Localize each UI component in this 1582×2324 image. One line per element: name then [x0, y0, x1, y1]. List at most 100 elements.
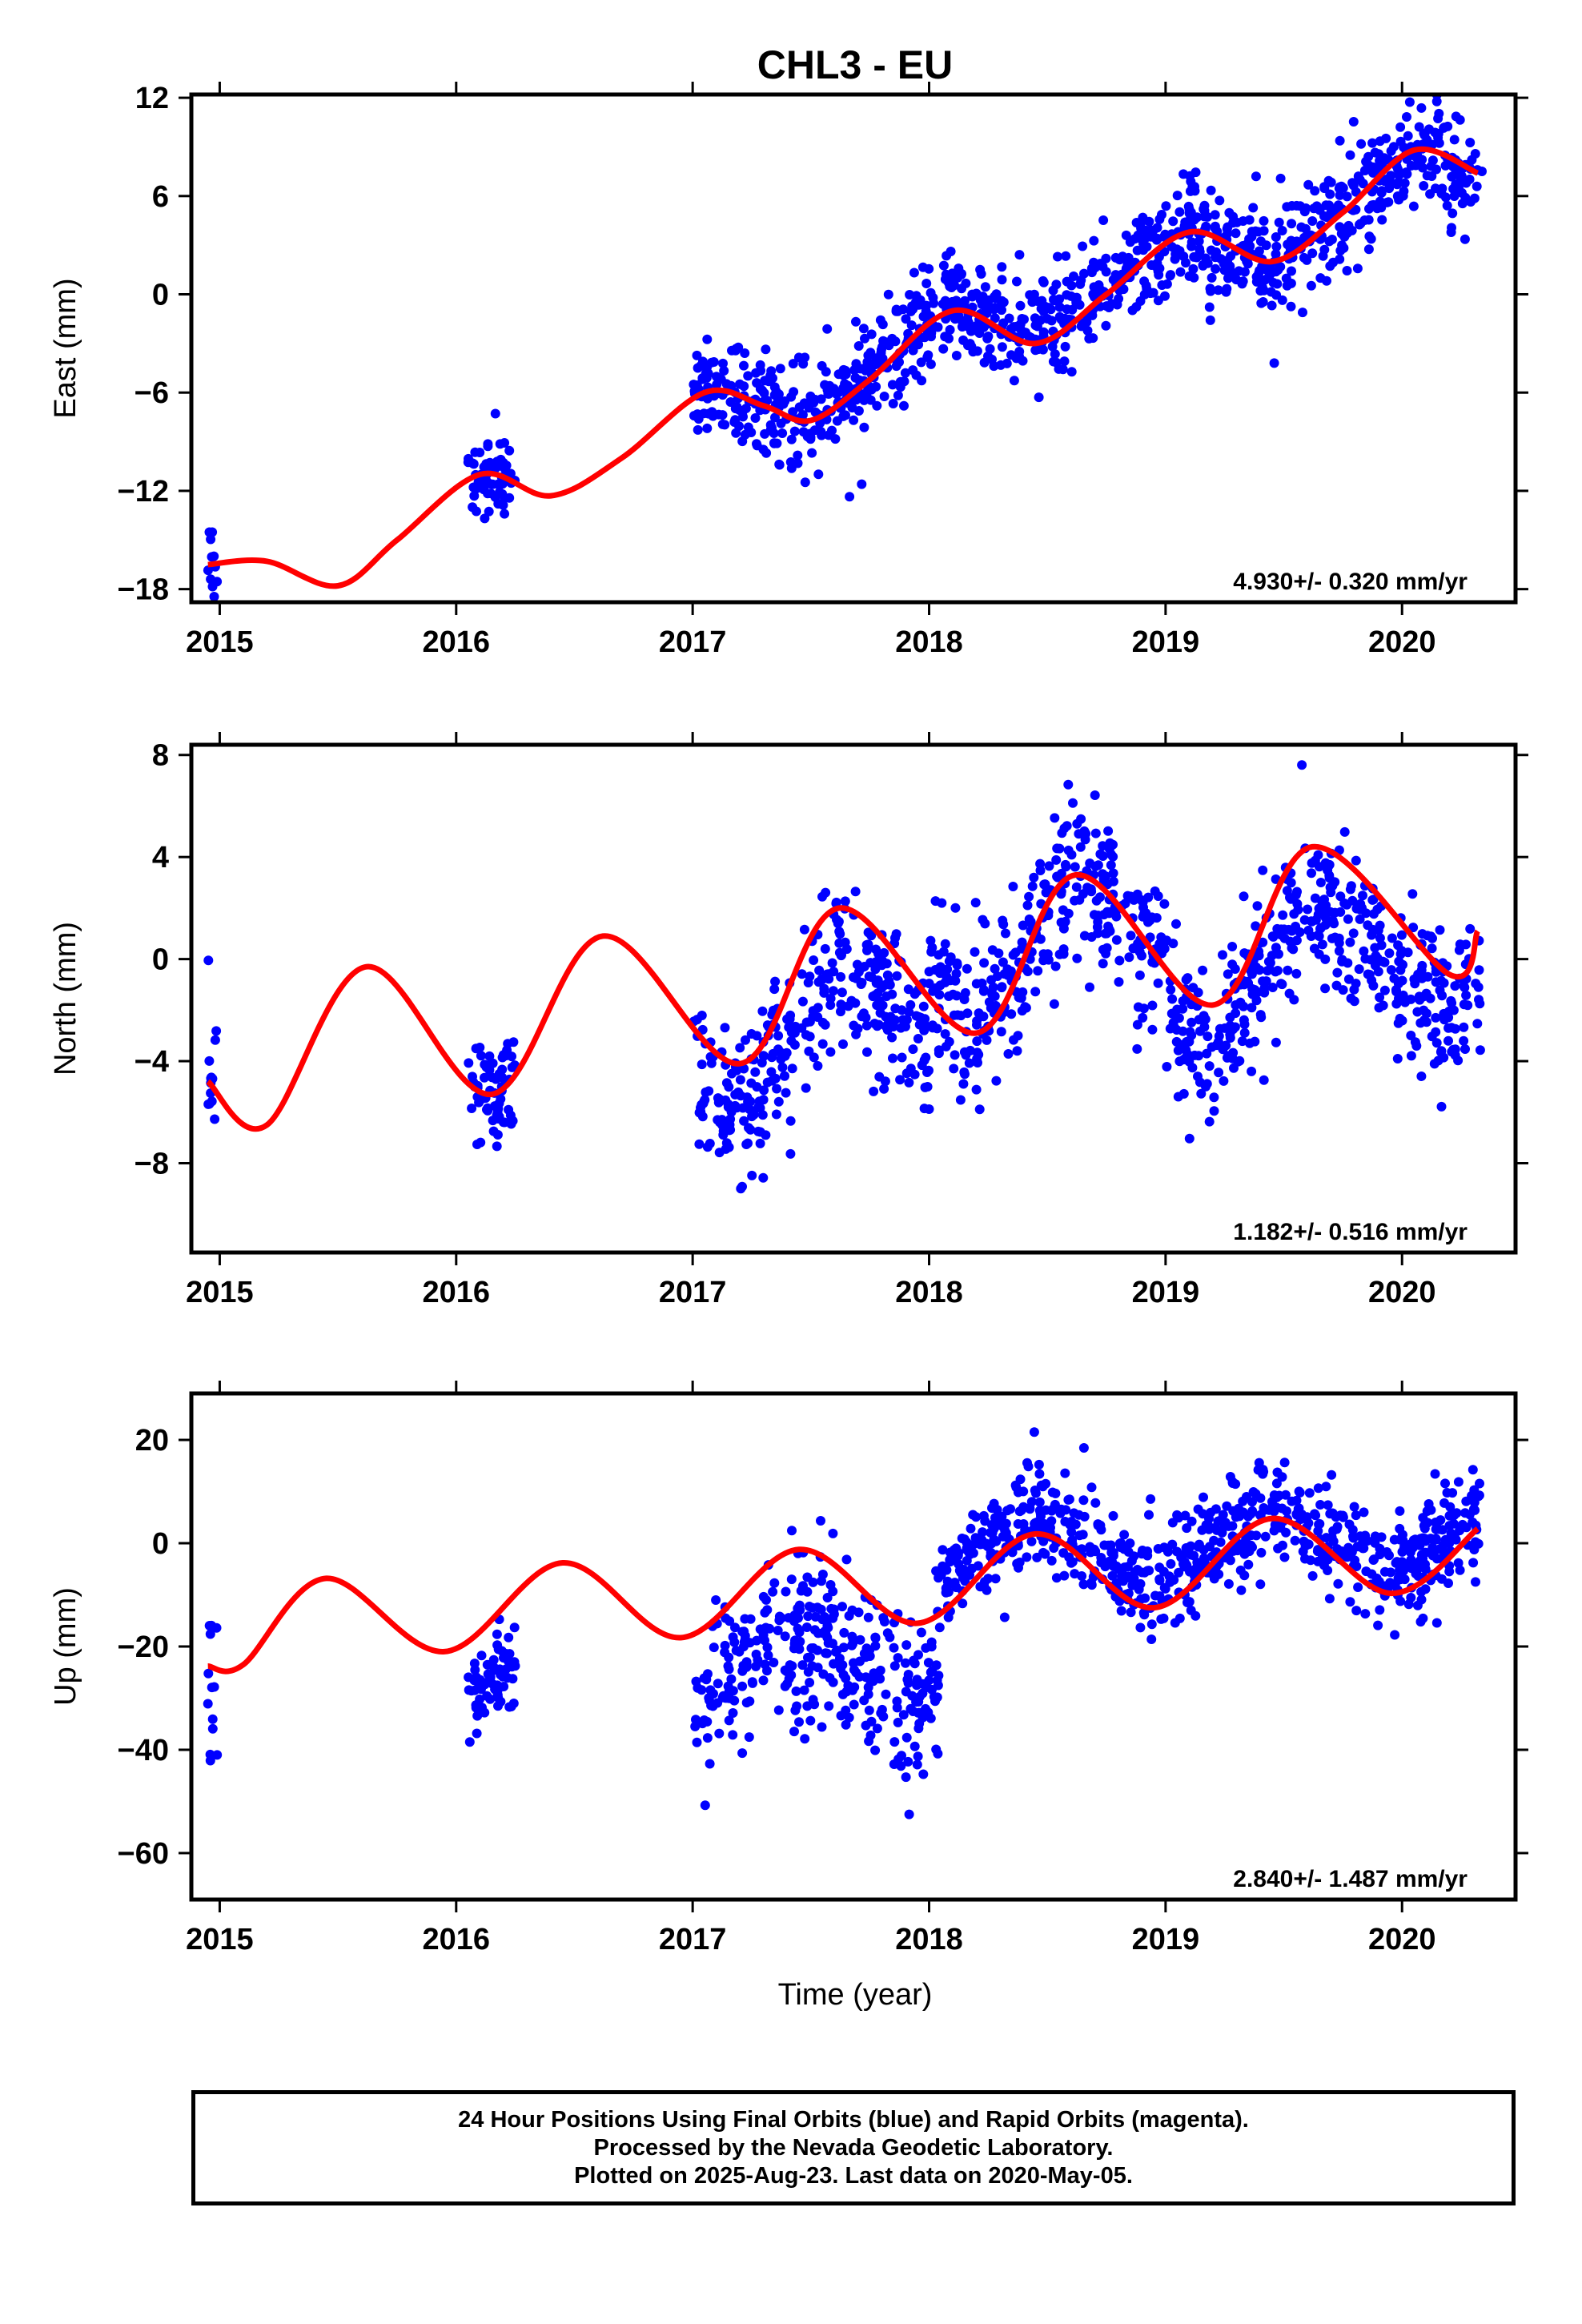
data-point — [1433, 129, 1443, 139]
data-point — [740, 1634, 750, 1645]
data-point — [816, 1604, 826, 1614]
data-point — [921, 1052, 931, 1063]
y-tick-label: −20 — [118, 1630, 169, 1664]
data-point — [803, 978, 813, 987]
data-point — [1275, 930, 1286, 940]
data-point — [1038, 1547, 1048, 1558]
data-point — [1315, 1518, 1325, 1529]
data-point — [490, 408, 500, 419]
data-point — [822, 1632, 833, 1642]
data-point — [776, 1613, 786, 1623]
data-point — [1364, 231, 1375, 242]
data-point — [1368, 895, 1379, 905]
data-point — [504, 1656, 513, 1667]
data-point — [922, 352, 933, 362]
data-point — [1263, 956, 1274, 967]
data-point — [1051, 854, 1062, 865]
data-point — [1343, 914, 1353, 924]
data-point — [888, 1053, 897, 1063]
data-point — [896, 1761, 906, 1771]
data-point — [470, 447, 480, 457]
data-point — [982, 308, 992, 318]
data-point — [1403, 1599, 1414, 1610]
data-point — [712, 380, 722, 390]
data-point — [784, 1613, 793, 1623]
data-point — [1219, 1023, 1230, 1033]
data-point — [1225, 266, 1235, 275]
data-point — [492, 1629, 502, 1639]
data-point — [745, 1614, 756, 1624]
data-point — [878, 1613, 889, 1623]
data-point — [1203, 258, 1213, 268]
data-point — [1066, 1517, 1077, 1526]
data-point — [737, 1681, 748, 1691]
data-point — [741, 1035, 750, 1045]
data-point — [1074, 829, 1084, 839]
data-point — [1231, 275, 1242, 285]
data-point — [818, 1669, 829, 1679]
data-point — [903, 1670, 913, 1679]
data-point — [205, 1629, 215, 1639]
data-point — [476, 1651, 487, 1661]
data-point — [1021, 328, 1030, 338]
data-point — [1287, 266, 1296, 276]
x-tick-label: 2016 — [423, 1276, 491, 1309]
data-point — [1375, 196, 1385, 207]
data-point — [1119, 1530, 1130, 1540]
data-point — [1043, 303, 1054, 313]
data-point — [905, 1703, 916, 1714]
data-point — [729, 1637, 740, 1647]
data-point — [851, 316, 861, 327]
data-point — [1434, 138, 1444, 148]
data-point — [1306, 280, 1316, 291]
data-point — [986, 1003, 996, 1013]
data-point — [1215, 1537, 1226, 1547]
data-point — [1474, 965, 1484, 975]
data-point — [904, 1077, 914, 1088]
data-point — [477, 1703, 487, 1713]
data-point — [1303, 904, 1313, 915]
data-point — [794, 402, 805, 412]
data-point — [1026, 1536, 1037, 1546]
data-point — [950, 975, 961, 986]
data-point — [747, 1112, 757, 1122]
data-point — [1342, 191, 1352, 202]
data-point — [1168, 939, 1178, 949]
data-point — [690, 1721, 701, 1731]
data-point — [769, 1578, 780, 1588]
data-point — [1348, 928, 1359, 939]
data-point — [987, 989, 998, 999]
data-point — [203, 1099, 214, 1109]
data-point — [1381, 133, 1391, 143]
processing-note-box: 24 Hour Positions Using Final Orbits (bl… — [191, 2090, 1516, 2205]
data-point — [204, 527, 215, 537]
data-point — [1058, 1548, 1069, 1558]
data-point — [802, 432, 813, 442]
data-point — [1011, 353, 1022, 364]
x-tick-label: 2015 — [186, 625, 254, 659]
data-point — [979, 1582, 990, 1592]
data-point — [1295, 1487, 1305, 1498]
data-point — [1186, 1017, 1197, 1027]
data-point — [1370, 943, 1380, 953]
data-point — [1277, 226, 1287, 235]
data-point — [938, 1561, 948, 1571]
data-point — [1198, 1509, 1208, 1519]
data-point — [1363, 244, 1374, 255]
data-point — [1186, 999, 1197, 1010]
data-point — [702, 334, 713, 344]
data-point — [837, 987, 847, 998]
data-point — [1008, 882, 1018, 891]
data-point — [1408, 923, 1419, 933]
data-point — [1358, 891, 1367, 901]
data-point — [1399, 1540, 1410, 1550]
data-point — [1291, 935, 1302, 946]
data-point — [1196, 1088, 1207, 1099]
rate-label: 4.930+/- 0.320 mm/yr — [1233, 569, 1468, 595]
data-point — [1151, 913, 1162, 923]
data-point — [1184, 271, 1195, 281]
data-point — [1085, 858, 1095, 868]
data-point — [1464, 175, 1475, 184]
data-point — [801, 1083, 811, 1093]
data-point — [1078, 241, 1088, 251]
